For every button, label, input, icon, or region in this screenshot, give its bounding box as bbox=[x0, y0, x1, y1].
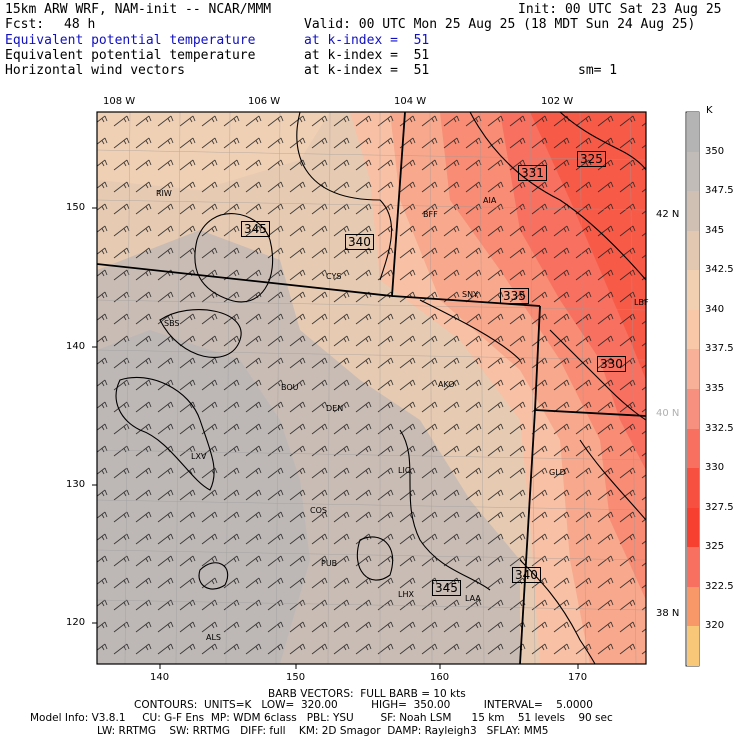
smoothing: sm= 1 bbox=[578, 63, 618, 78]
x-tick-label: 160 bbox=[430, 672, 450, 683]
contour-lines bbox=[115, 112, 646, 664]
model-title: 15km ARW WRF, NAM-init -- NCAR/MMM bbox=[5, 2, 272, 17]
colorbar-label: 347.5 bbox=[705, 185, 734, 197]
colorbar-swatch bbox=[687, 586, 699, 627]
station-label: CYS bbox=[326, 272, 342, 281]
level-line-3: at k-index = 51 bbox=[304, 63, 430, 78]
colorbar-swatch bbox=[687, 428, 699, 469]
fcst-value: 48 h bbox=[64, 17, 96, 32]
level-line-2: at k-index = 51 bbox=[304, 48, 430, 63]
colorbar-label: 345 bbox=[705, 224, 725, 236]
lat-label: 42 N bbox=[656, 209, 680, 220]
colorbar-label: 350 bbox=[705, 145, 725, 157]
station-label: SBS bbox=[164, 319, 180, 328]
left-ticks bbox=[92, 207, 579, 669]
contour-label: 330 bbox=[597, 356, 626, 372]
colorbar-label: 337.5 bbox=[705, 343, 734, 355]
colorbar-label: 335 bbox=[705, 383, 725, 394]
station-label: GLD bbox=[549, 468, 566, 477]
station-label: ALS bbox=[206, 633, 222, 642]
valid-time: Valid: 00 UTC Mon 25 Aug 25 (18 MDT Sun … bbox=[304, 17, 696, 32]
contour-label: 340 bbox=[512, 567, 541, 583]
contour-label: 345 bbox=[241, 221, 270, 237]
contour-label: 325 bbox=[577, 151, 606, 167]
barb-vectors: BARB VECTORS: FULL BARB = 10 kts bbox=[268, 688, 466, 700]
station-label: BOU bbox=[281, 383, 299, 392]
y-tick-label: 130 bbox=[66, 479, 86, 490]
colorbar-label: 340 bbox=[705, 303, 725, 315]
county-grid bbox=[97, 112, 646, 664]
station-label: RIW bbox=[156, 189, 172, 198]
lon-label: 102 W bbox=[541, 96, 574, 107]
lon-label: 108 W bbox=[103, 96, 136, 107]
station-label: SNY bbox=[462, 290, 478, 299]
contours-info: CONTOURS: UNITS=K LOW= 320.00 HIGH= 350.… bbox=[134, 699, 593, 711]
y-tick-label: 120 bbox=[66, 617, 86, 628]
colorbar-swatch bbox=[687, 507, 699, 548]
field-line-2: Equivalent potential temperature bbox=[5, 48, 256, 63]
colorbar-swatch bbox=[687, 270, 699, 311]
colorbar-swatch bbox=[687, 349, 699, 390]
station-label: AKO bbox=[438, 380, 455, 389]
init-time: Init: 00 UTC Sat 23 Aug 25 bbox=[518, 2, 722, 17]
colorbar-swatch bbox=[687, 230, 699, 271]
colorbar-label: 330 bbox=[705, 462, 725, 474]
colorbar-swatch bbox=[687, 389, 699, 430]
colorbar-swatch bbox=[687, 112, 699, 153]
colorbar-swatch bbox=[687, 309, 699, 350]
station-label: COS bbox=[310, 506, 327, 515]
model-info: Model Info: V3.8.1 CU: G-F Ens MP: WDM 6… bbox=[30, 712, 613, 724]
station-label: LHX bbox=[398, 590, 414, 599]
station-label: PUB bbox=[321, 559, 338, 568]
colorbar-swatch bbox=[687, 191, 699, 232]
contour-label: 331 bbox=[518, 165, 547, 181]
lon-label: 104 W bbox=[394, 96, 427, 107]
station-label: LBF bbox=[634, 298, 649, 307]
field-line-3: Horizontal wind vectors bbox=[5, 63, 186, 78]
lat-label: 38 N bbox=[656, 608, 680, 619]
x-tick-label: 150 bbox=[286, 672, 306, 683]
fcst-label: Fcst: bbox=[5, 17, 45, 32]
station-label: BFF bbox=[423, 210, 438, 219]
station-label: LAA bbox=[465, 594, 481, 603]
y-tick-label: 150 bbox=[66, 202, 86, 213]
colorbar-label: 327.5 bbox=[705, 501, 734, 513]
colorbar-label: 322.5 bbox=[705, 580, 734, 592]
colorbar-swatch bbox=[687, 547, 699, 588]
contour-label: 335 bbox=[500, 288, 529, 304]
theta-e-field bbox=[97, 112, 646, 664]
state-borders bbox=[97, 112, 646, 664]
station-label: LXV bbox=[191, 452, 207, 461]
station-label: AIA bbox=[483, 196, 497, 205]
contour-label: 345 bbox=[432, 580, 461, 596]
x-tick-label: 140 bbox=[150, 672, 170, 683]
colorbar-label: 325 bbox=[705, 541, 725, 553]
station-label: LIC bbox=[398, 466, 411, 475]
y-tick-label: 140 bbox=[66, 341, 86, 352]
model-info-2: LW: RRTMG SW: RRTMG DIFF: full KM: 2D Sm… bbox=[97, 725, 549, 737]
colorbar-swatch bbox=[687, 151, 699, 192]
colorbar-label: 320 bbox=[705, 620, 725, 632]
colorbar-swatch bbox=[687, 468, 699, 509]
colorbar-swatch bbox=[687, 626, 699, 667]
contour-label: 340 bbox=[345, 234, 374, 250]
lat-label: 40 N bbox=[656, 408, 680, 419]
colorbar-label: 342.5 bbox=[705, 264, 734, 276]
x-tick-label: 170 bbox=[568, 672, 588, 683]
colorbar-label: 332.5 bbox=[705, 422, 734, 434]
lon-label: 106 W bbox=[248, 96, 281, 107]
colorbar-unit: K bbox=[706, 105, 713, 116]
level-line-1: at k-index = 51 bbox=[304, 33, 430, 48]
station-label: DEN bbox=[326, 404, 344, 413]
plot-frame bbox=[96, 111, 647, 665]
field-line-1: Equivalent potential temperature bbox=[5, 33, 256, 48]
